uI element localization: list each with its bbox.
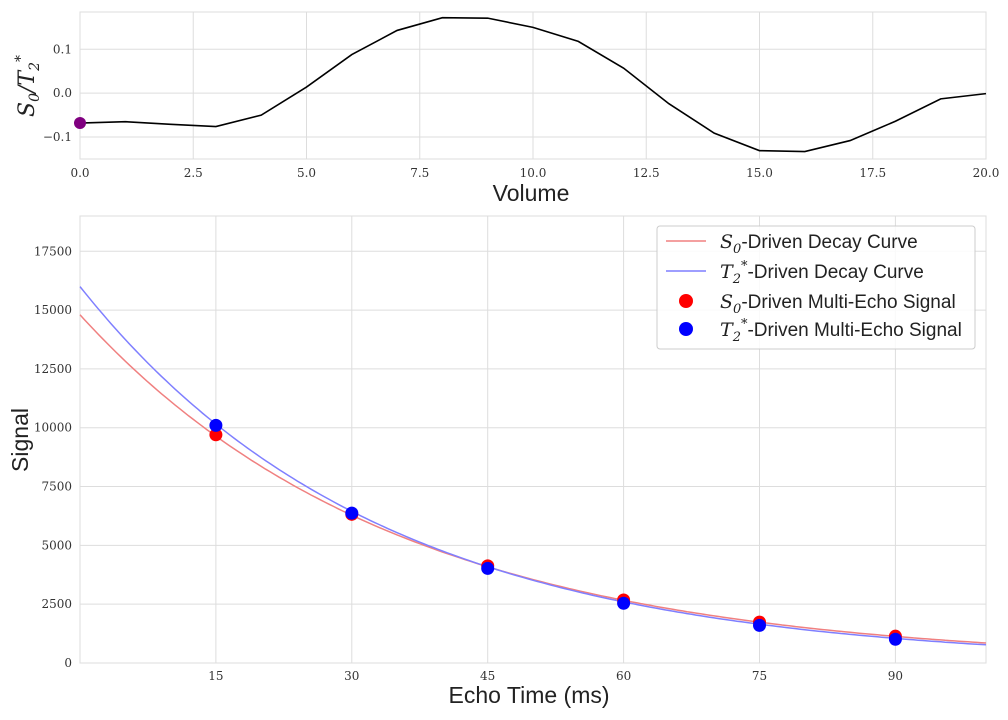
legend-marker-swatch bbox=[679, 294, 693, 308]
decay-curve-1 bbox=[79, 286, 987, 646]
legend-entry-label: S0-Driven Multi-Echo Signal bbox=[720, 291, 956, 317]
top-x-tick-label: 0.0 bbox=[70, 166, 89, 180]
bottom-series bbox=[79, 286, 987, 646]
bottom-panel: 15 30 45 60 75 90 0 2500 5000 7500 10000 12500 1500… bbox=[7, 215, 987, 708]
echo-signal-point bbox=[345, 506, 359, 520]
echo-signal-point bbox=[617, 596, 631, 610]
top-x-tick-label: 17.5 bbox=[859, 166, 886, 180]
echo-signal-point bbox=[888, 632, 902, 646]
top-y-tick-label: −0.1 bbox=[43, 130, 72, 144]
echo-signal-point bbox=[209, 418, 223, 432]
top-x-tick-label: 12.5 bbox=[633, 166, 660, 180]
bottom-x-ticks: 15 30 45 60 75 90 bbox=[208, 669, 903, 683]
bottom-y-tick-label: 5000 bbox=[41, 538, 72, 552]
legend-entry-label: T2*-Driven Multi-Echo Signal bbox=[720, 317, 962, 345]
bottom-x-axis-label: Echo Time (ms) bbox=[448, 682, 609, 708]
top-y-tick-label: 0.1 bbox=[53, 42, 72, 56]
bottom-x-tick-label: 15 bbox=[208, 669, 223, 683]
top-x-tick-label: 20.0 bbox=[973, 166, 1000, 180]
top-x-tick-label: 7.5 bbox=[410, 166, 429, 180]
legend-marker-swatch bbox=[679, 322, 693, 336]
legend-box bbox=[656, 225, 976, 350]
top-y-axis-label: S0/T2* bbox=[13, 55, 43, 117]
echo-signal-point bbox=[753, 618, 766, 632]
top-gridlines bbox=[79, 12, 987, 159]
bottom-x-tick-label: 90 bbox=[888, 669, 903, 683]
bottom-x-tick-label: 45 bbox=[480, 669, 495, 683]
echo-signal-point bbox=[209, 428, 223, 442]
top-series-line bbox=[79, 16, 987, 153]
legend-entry-label: S0-Driven Decay Curve bbox=[720, 231, 918, 257]
top-panel: 0.0 2.5 5.0 7.5 10.0 12.5 15.0 17.5 20.0 −0.1 0.0… bbox=[13, 11, 999, 206]
bottom-y-tick-label: 7500 bbox=[41, 480, 72, 494]
bottom-y-tick-label: 15000 bbox=[34, 303, 72, 317]
bottom-x-tick-label: 30 bbox=[344, 669, 359, 683]
legend-entry-label: T2*-Driven Decay Curve bbox=[720, 259, 924, 287]
bottom-y-ticks: 0 2500 5000 7500 10000 12500 15000 17500 bbox=[34, 244, 72, 670]
bottom-gridlines bbox=[80, 216, 986, 664]
bottom-y-tick-label: 10000 bbox=[34, 421, 72, 435]
top-current-volume-marker bbox=[74, 117, 86, 130]
bottom-y-tick-label: 0 bbox=[64, 656, 72, 670]
bottom-y-tick-label: 12500 bbox=[34, 362, 72, 376]
top-y-tick-label: 0.0 bbox=[53, 86, 72, 100]
top-x-tick-label: 10.0 bbox=[520, 166, 547, 180]
top-x-tick-label: 15.0 bbox=[746, 166, 773, 180]
top-x-tick-label: 2.5 bbox=[184, 166, 203, 180]
bottom-y-tick-label: 2500 bbox=[41, 597, 72, 611]
top-x-axis-label: Volume bbox=[493, 180, 570, 206]
top-x-ticks: 0.0 2.5 5.0 7.5 10.0 12.5 15.0 17.5 20.0 bbox=[70, 166, 999, 180]
bottom-x-tick-label: 60 bbox=[616, 669, 631, 683]
bottom-y-tick-label: 17500 bbox=[34, 244, 72, 258]
bottom-y-axis-label: Signal bbox=[7, 408, 33, 472]
top-series bbox=[74, 16, 987, 153]
bottom-x-tick-label: 75 bbox=[752, 669, 767, 683]
echo-signal-point bbox=[481, 561, 495, 575]
top-x-tick-label: 5.0 bbox=[297, 166, 316, 180]
top-y-ticks: −0.1 0.0 0.1 bbox=[43, 42, 72, 144]
